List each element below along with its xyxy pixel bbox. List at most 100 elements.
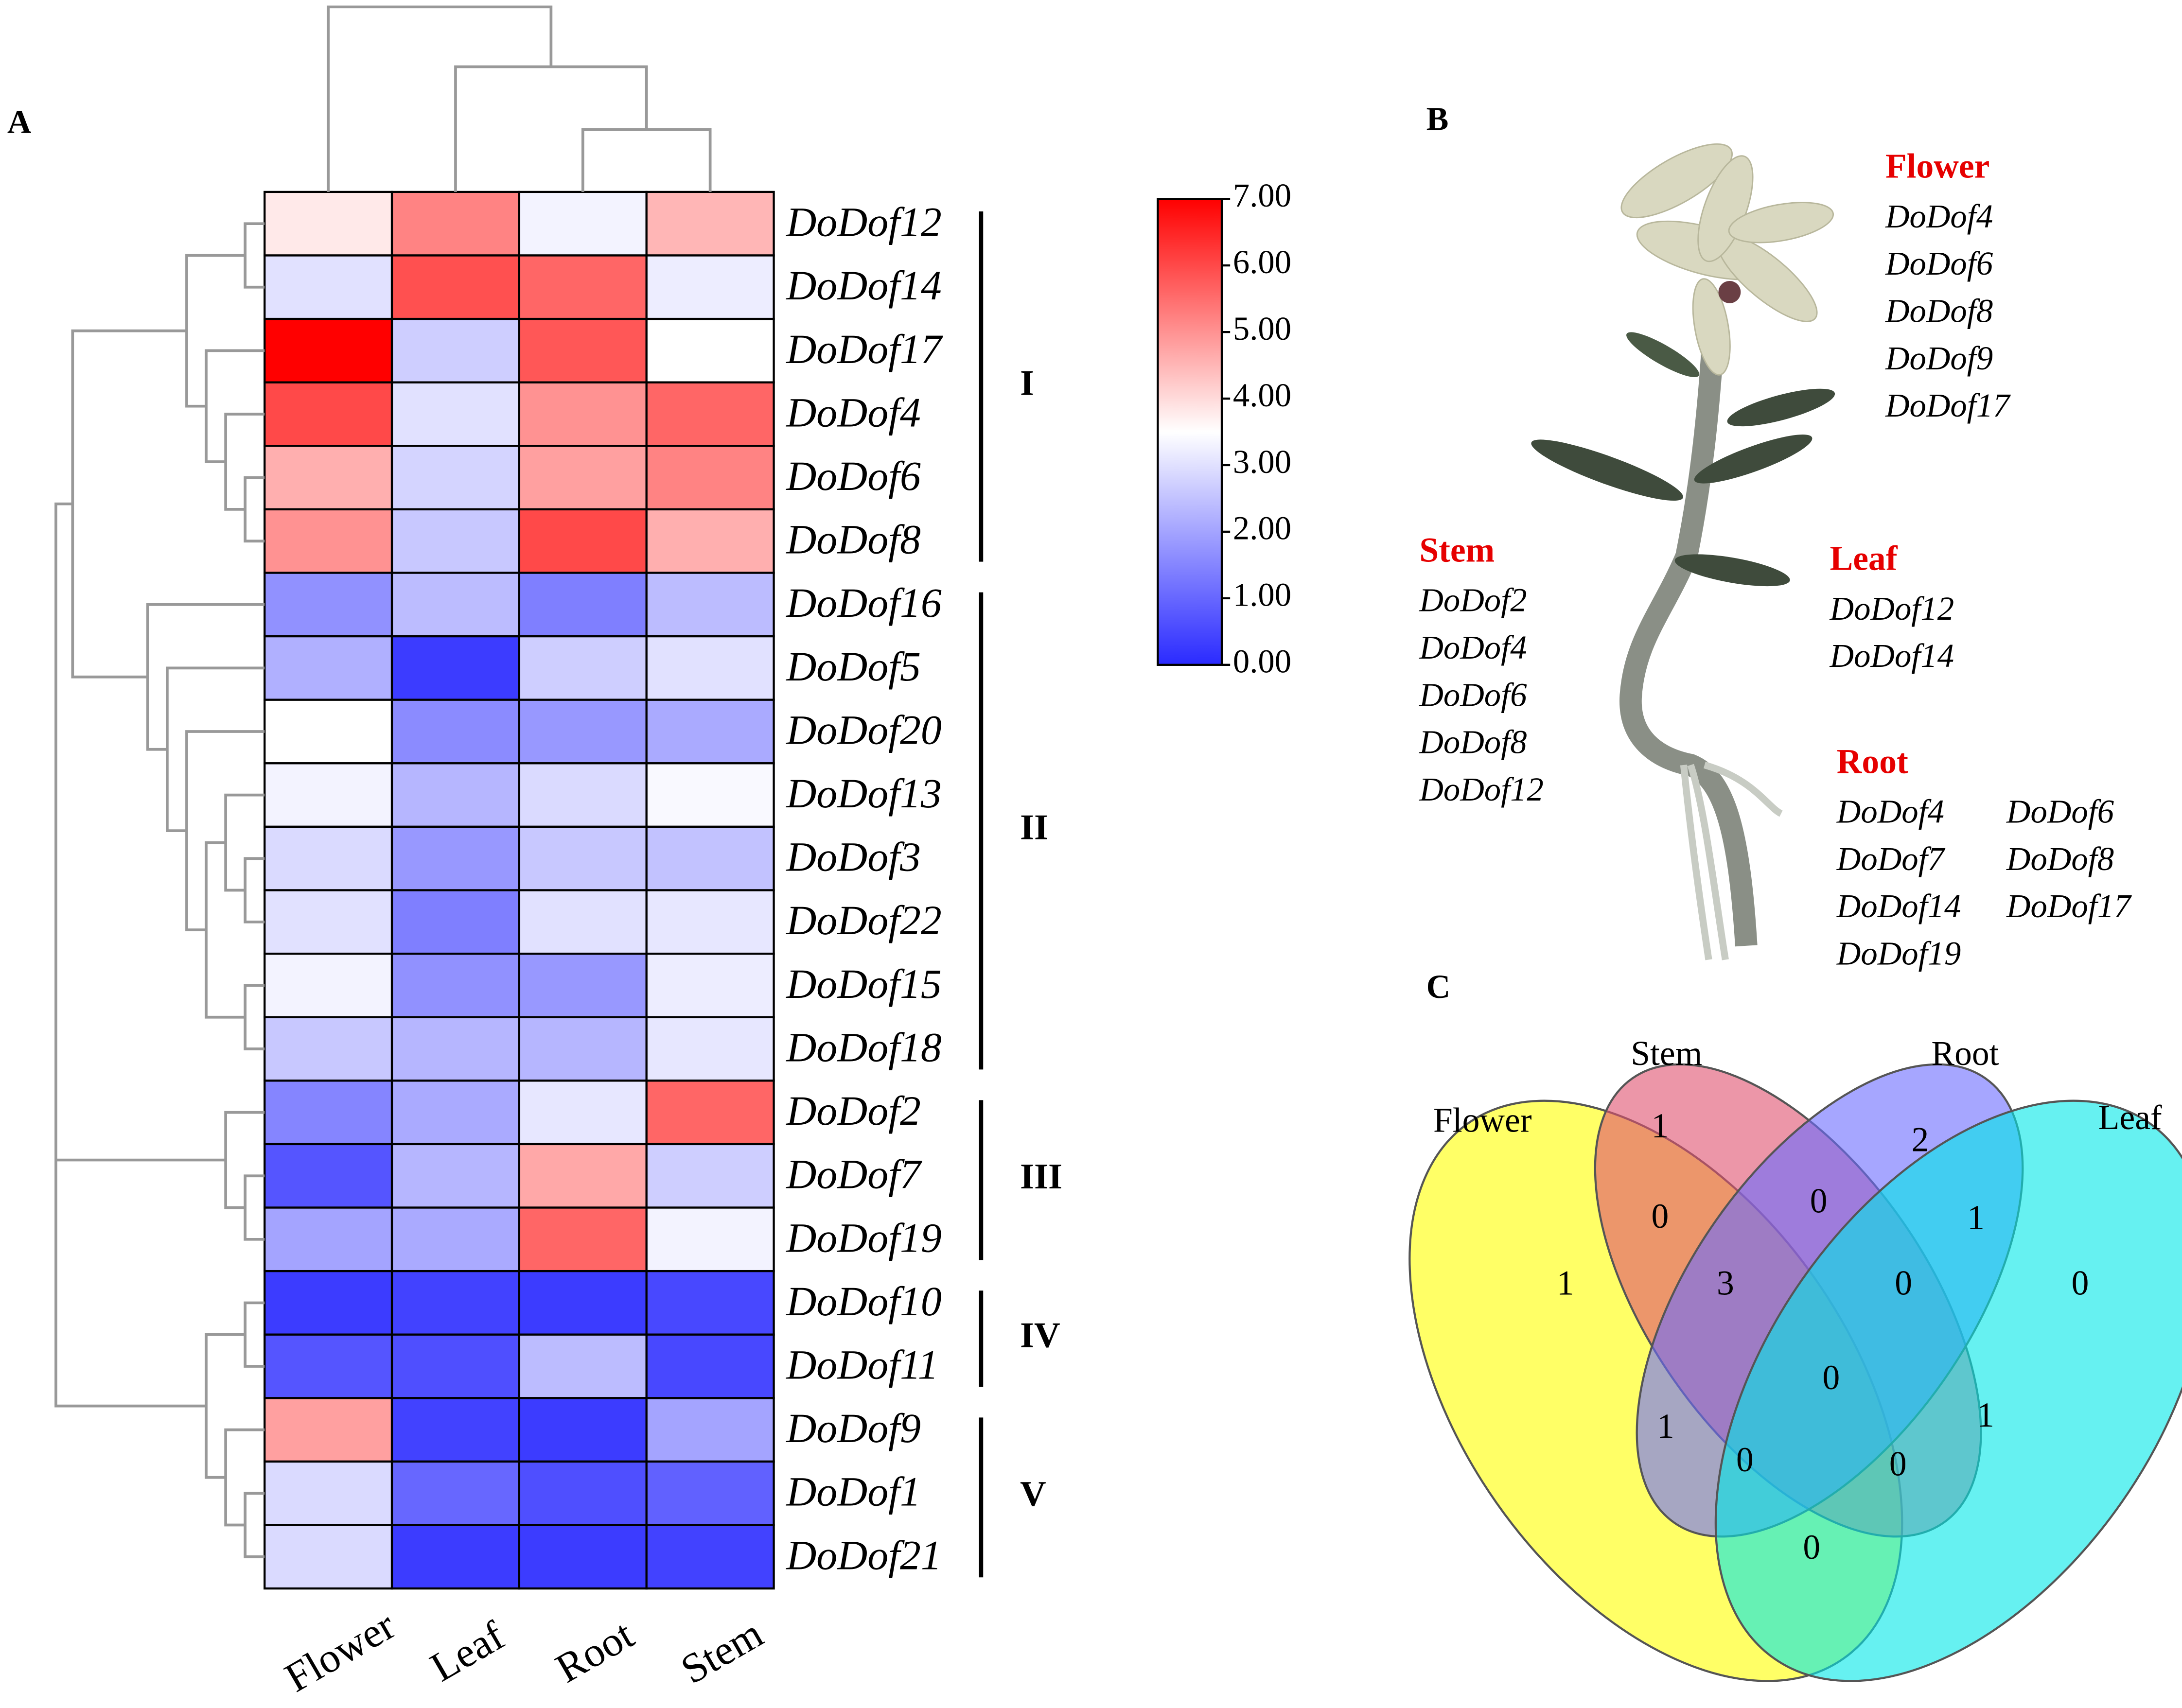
tissue-gene: DoDof14 xyxy=(1829,637,1954,674)
heatmap-cell xyxy=(645,572,775,638)
venn-count: 0 xyxy=(1651,1197,1669,1236)
group-label: II xyxy=(1020,808,1048,848)
heatmap-cell xyxy=(390,635,521,701)
colorbar-tick-label: 7.00 xyxy=(1233,177,1291,214)
colorbar-tick-label: 4.00 xyxy=(1233,377,1291,414)
row-label: DoDof1 xyxy=(786,1469,921,1515)
tissue-gene: DoDof4 xyxy=(1885,198,1993,235)
heatmap-cell xyxy=(518,698,648,765)
row-label: DoDof8 xyxy=(786,517,921,563)
row-label: DoDof20 xyxy=(786,707,941,753)
heatmap-cell xyxy=(518,889,648,955)
row-label: DoDof3 xyxy=(786,834,921,880)
row-label: DoDof2 xyxy=(786,1088,921,1134)
heatmap-cell xyxy=(518,254,648,320)
heatmap-cell xyxy=(518,1397,648,1463)
heatmap-cell xyxy=(390,1206,521,1272)
panel-label: B xyxy=(1426,101,1449,138)
row-label: DoDof14 xyxy=(786,262,941,309)
colorbar-tick-label: 5.00 xyxy=(1233,310,1291,347)
heatmap-cell xyxy=(645,381,775,447)
heatmap-cell xyxy=(645,1080,775,1146)
venn-count: 1 xyxy=(1651,1107,1669,1145)
colorbar-tick-label: 2.00 xyxy=(1233,510,1291,547)
heatmap-cell xyxy=(390,572,521,638)
heatmap-cell xyxy=(518,1143,648,1209)
tissue-gene: DoDof8 xyxy=(2006,840,2114,877)
heatmap-cell xyxy=(645,191,775,257)
heatmap-cell xyxy=(518,381,648,447)
heatmap-cell xyxy=(390,254,521,320)
group-label: I xyxy=(1020,363,1034,403)
heatmap-cell xyxy=(518,572,648,638)
heatmap-cell xyxy=(645,698,775,765)
heatmap-cell xyxy=(390,317,521,383)
group-label: V xyxy=(1020,1474,1046,1514)
heatmap-cell xyxy=(518,317,648,383)
heatmap-cell xyxy=(264,191,393,257)
tissue-gene: DoDof12 xyxy=(1419,771,1544,808)
heatmap-cell xyxy=(518,952,648,1018)
heatmap-cell xyxy=(518,635,648,701)
tissue-gene: DoDof7 xyxy=(1836,840,1946,877)
heatmap-cell xyxy=(264,1016,393,1082)
heatmap-cell xyxy=(390,1460,521,1526)
tissue-gene: DoDof14 xyxy=(1836,888,1961,924)
heatmap-cell xyxy=(264,508,393,574)
heatmap-cell xyxy=(264,1143,393,1209)
heatmap-cell xyxy=(645,635,775,701)
row-label: DoDof11 xyxy=(786,1342,938,1388)
heatmap-cell xyxy=(264,1206,393,1272)
heatmap-cell xyxy=(518,1270,648,1336)
tissue-gene: DoDof2 xyxy=(1419,582,1527,619)
heatmap-cell xyxy=(645,1206,775,1272)
heatmap-cell xyxy=(645,1016,775,1082)
heatmap-cell xyxy=(390,508,521,574)
colorbar-tick-label: 1.00 xyxy=(1233,576,1291,613)
venn-count: 0 xyxy=(1822,1359,1840,1397)
heatmap-cell xyxy=(645,1270,775,1336)
tissue-gene: DoDof6 xyxy=(1419,676,1527,713)
heatmap-cell xyxy=(264,1460,393,1526)
heatmap-cell xyxy=(518,508,648,574)
tissue-gene: DoDof4 xyxy=(1836,793,1944,830)
row-dendrogram xyxy=(54,222,265,1558)
heatmap-cell xyxy=(645,445,775,511)
heatmap-cell xyxy=(264,889,393,955)
heatmap-cell xyxy=(645,1460,775,1526)
tissue-name: Flower xyxy=(1885,147,1989,186)
heatmap-cell xyxy=(390,1524,521,1590)
venn-count: 1 xyxy=(1977,1396,1994,1434)
row-label: DoDof17 xyxy=(786,326,943,372)
tissue-gene: DoDof17 xyxy=(2006,888,2132,924)
heatmap-cell xyxy=(645,889,775,955)
heatmap-cell xyxy=(390,825,521,891)
heatmap-cell xyxy=(264,254,393,320)
row-label: DoDof22 xyxy=(786,897,941,943)
tissue-name: Root xyxy=(1837,742,1908,781)
heatmap-cell xyxy=(390,191,521,257)
venn-count: 2 xyxy=(1912,1121,1929,1159)
heatmap-cell xyxy=(518,1524,648,1590)
heatmap-cell xyxy=(645,1397,775,1463)
heatmap-cell xyxy=(518,762,648,828)
colorbar-tick-label: 3.00 xyxy=(1233,443,1291,480)
venn-count: 1 xyxy=(1967,1199,1985,1237)
heatmap-cell xyxy=(390,1080,521,1146)
venn-set-label: Stem xyxy=(1631,1034,1702,1073)
heatmap-cell xyxy=(390,1143,521,1209)
heatmap-cell xyxy=(645,1333,775,1399)
row-label: DoDof16 xyxy=(786,580,942,626)
heatmap-cell xyxy=(390,1270,521,1336)
venn-count: 1 xyxy=(1557,1264,1574,1302)
venn-count: 0 xyxy=(1810,1182,1828,1220)
heatmap-cell xyxy=(390,445,521,511)
row-label: DoDof21 xyxy=(786,1532,941,1578)
row-label: DoDof19 xyxy=(786,1215,941,1261)
venn-count: 0 xyxy=(2072,1264,2089,1302)
heatmap-cell xyxy=(645,762,775,828)
panel-label: C xyxy=(1426,968,1451,1005)
column-label: Stem xyxy=(673,1610,771,1692)
venn-count: 0 xyxy=(1895,1264,1912,1302)
